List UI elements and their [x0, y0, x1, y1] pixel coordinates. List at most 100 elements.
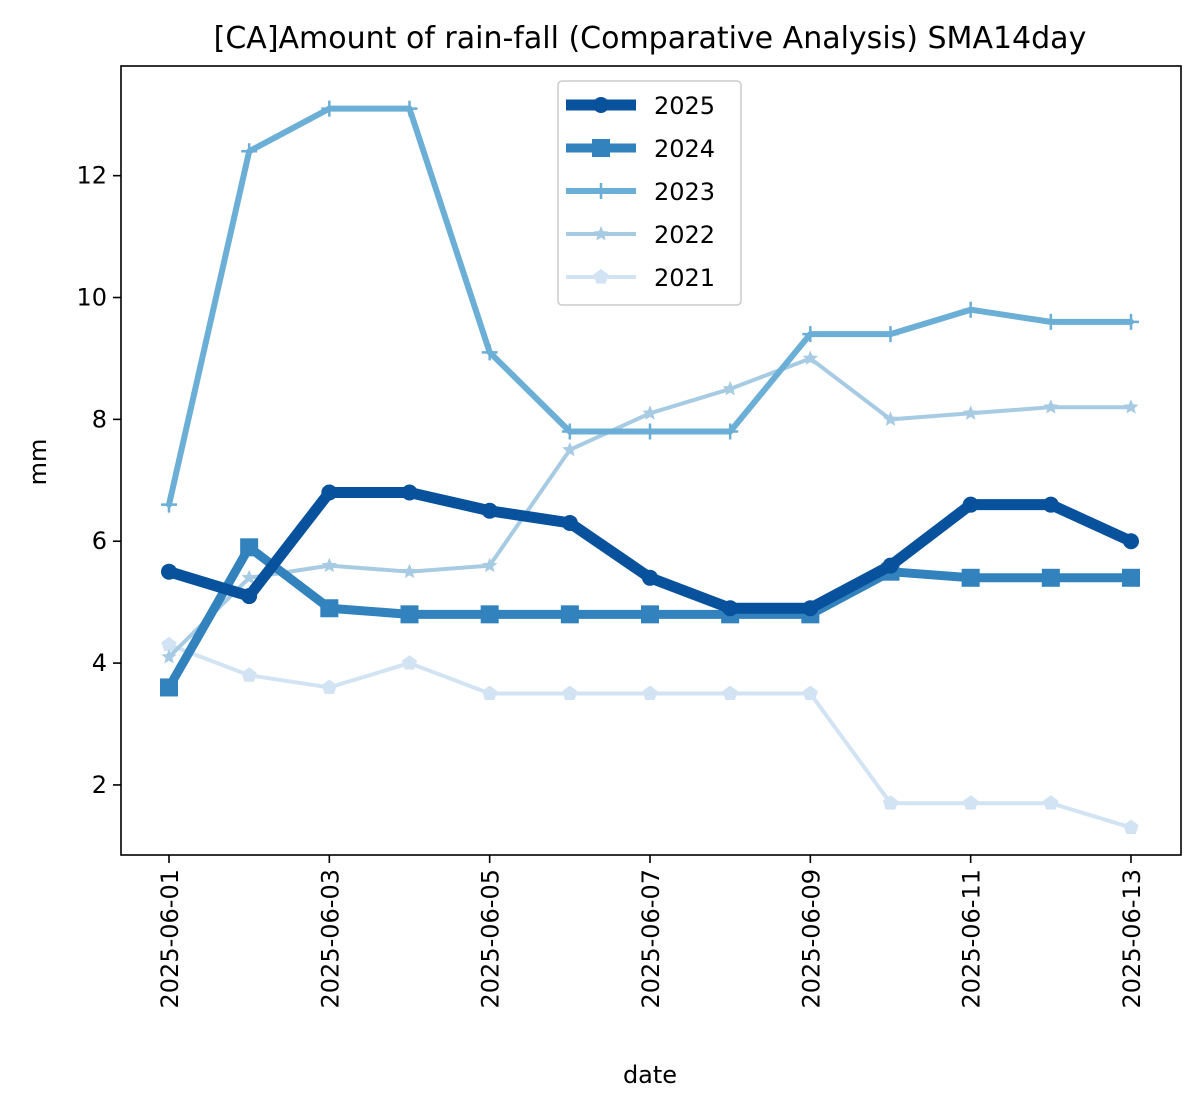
series-2025-point [802, 600, 819, 617]
series-2024-point [400, 605, 419, 624]
series-2021-point [482, 685, 498, 701]
series-2023 [161, 100, 1139, 513]
series-2024 [160, 538, 1140, 697]
series-2022-point [1123, 399, 1139, 414]
series-2022-point [321, 557, 337, 573]
series-2021-point [401, 655, 418, 670]
series-2022-point [562, 441, 578, 457]
series-2023-point [642, 423, 658, 440]
series-2025-point [1123, 533, 1139, 550]
legend-2025-marker [593, 97, 609, 113]
series-2024-point [641, 605, 659, 624]
legend-2022-marker [593, 226, 609, 241]
series-2021-point [722, 685, 738, 701]
series-2025-point [241, 588, 258, 605]
series-2022-point [401, 563, 418, 579]
legend-2024-marker [592, 139, 610, 157]
x-tick-label: 2025-06-07 [637, 869, 665, 1008]
series-2021 [161, 636, 1139, 835]
series-2023-point [161, 496, 177, 513]
x-tick-label: 2025-06-09 [797, 869, 825, 1008]
series-2023-point [1042, 313, 1059, 330]
series-2023-point [561, 423, 578, 440]
y-axis: 2 4 6 8 10 12 [76, 162, 121, 799]
x-tick-label: 2025-06-03 [316, 869, 344, 1008]
series-2025-point [882, 557, 899, 574]
series-2021-point [642, 685, 658, 701]
series-2025-point [161, 563, 177, 580]
series-2025-point [561, 514, 578, 531]
legend-2024-label: 2024 [654, 135, 715, 163]
x-tick-label: 2025-06-13 [1118, 869, 1146, 1008]
series-2023-point [722, 423, 739, 440]
plot-area-frame [120, 65, 1182, 856]
series-2025-point [481, 502, 498, 519]
legend: 2025 2024 2023 2022 2021 [557, 80, 742, 306]
series-2022 [161, 350, 1139, 664]
series-2025 [161, 484, 1139, 617]
series-2022-point [642, 405, 658, 420]
legend-2023: 2023 [566, 178, 715, 206]
series-2023-point [882, 326, 899, 343]
series-2023-point [401, 100, 418, 117]
series-2021-point [1123, 819, 1139, 835]
series-2025-point [642, 569, 658, 586]
series-2022-point [722, 380, 738, 396]
series-2024-point [560, 605, 579, 624]
series-2024-point [1122, 568, 1140, 587]
series-2022-point [802, 350, 818, 365]
series-2021-point [882, 795, 899, 810]
series-2025-point [321, 484, 338, 501]
y-tick-label: 4 [92, 649, 107, 677]
series-2021-point [1043, 795, 1059, 810]
legend-2025-label: 2025 [654, 92, 715, 120]
series-2022-point [161, 648, 177, 664]
series-2021-point [802, 685, 818, 701]
legend-2024: 2024 [566, 135, 715, 163]
series-2023-point [802, 326, 819, 343]
series-2022-point [241, 569, 257, 585]
series-2021-point [963, 795, 979, 810]
x-tick-label: 2025-06-01 [156, 869, 184, 1008]
series-2022-point [482, 557, 498, 573]
series-2024-point [320, 599, 339, 618]
series-2023-point [962, 301, 979, 318]
series-2021-point [321, 679, 337, 694]
legend-2022-label: 2022 [654, 221, 715, 249]
legend-2021-label: 2021 [654, 264, 715, 292]
series-2023-point [481, 344, 498, 361]
legend-2023-marker [593, 183, 609, 199]
series-2024-point [480, 605, 499, 624]
legend-2021: 2021 [566, 264, 715, 292]
x-axis-label: date [623, 1061, 677, 1089]
series-2021-point [241, 667, 257, 682]
y-axis-label: mm [24, 439, 52, 486]
series-2024-point [160, 678, 178, 697]
series-2022-point [882, 411, 899, 426]
legend-2025: 2025 [566, 92, 715, 120]
series-2021-line [167, 642, 1133, 830]
legend-2022: 2022 [566, 221, 715, 249]
x-tick-label: 2025-06-11 [958, 869, 986, 1008]
x-axis: 2025-06-01 2025-06-03 2025-06-05 2025-06-07… [156, 855, 1146, 1008]
x-tick-label: 2025-06-05 [477, 869, 505, 1008]
y-tick-label: 6 [92, 527, 107, 555]
series-2021-point [161, 636, 177, 652]
series-2025-point [722, 600, 739, 617]
y-tick-label: 8 [92, 405, 107, 433]
series-2024-point [1041, 568, 1060, 587]
series-layer [160, 100, 1140, 835]
series-2025-point [1042, 496, 1059, 513]
series-2024-point [961, 568, 980, 587]
legend-2023-label: 2023 [654, 178, 715, 206]
series-2021-point [562, 685, 578, 701]
legend-box [557, 80, 742, 306]
y-tick-label: 2 [92, 771, 107, 799]
series-2024-point [240, 538, 259, 557]
series-2022-point [1043, 399, 1059, 414]
series-2025-point [401, 484, 418, 501]
series-2022-point [963, 405, 979, 420]
legend-2021-marker [593, 269, 609, 284]
